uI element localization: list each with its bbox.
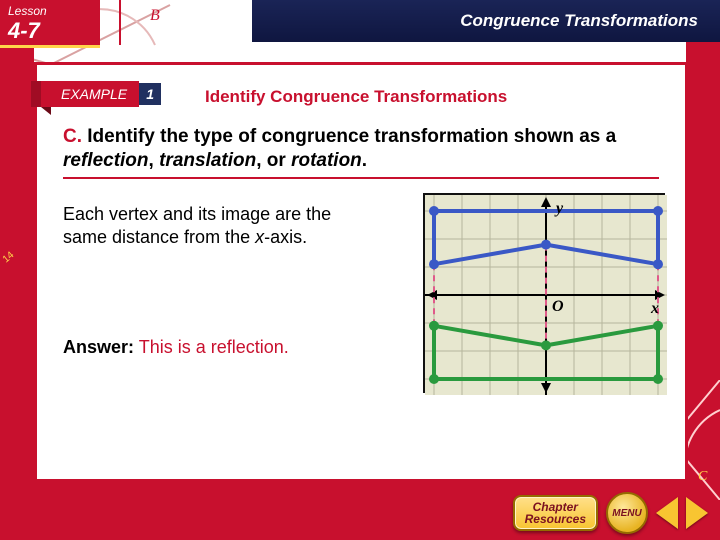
bg-b-label: B: [150, 7, 160, 24]
lesson-tab: Lesson 4-7: [0, 0, 100, 48]
prev-arrow-icon[interactable]: [656, 497, 678, 529]
chapter-resources-button[interactable]: Chapter Resources: [513, 495, 598, 531]
svg-text:x: x: [650, 300, 659, 317]
content-card: EXAMPLE 1 Identify Congruence Transforma…: [34, 62, 688, 482]
question-text: C. Identify the type of congruence trans…: [63, 125, 659, 179]
explanation-text: Each vertex and its image are the same d…: [63, 203, 373, 248]
example-label: EXAMPLE: [61, 86, 127, 102]
next-arrow-icon[interactable]: [686, 497, 708, 529]
svg-text:y: y: [554, 200, 564, 217]
example-badge: EXAMPLE 1: [31, 81, 139, 107]
question-prefix: C.: [63, 126, 82, 147]
svg-text:C: C: [698, 469, 708, 484]
lesson-label: Lesson: [8, 4, 92, 18]
topbar: Congruence Transformations: [252, 0, 720, 42]
bottom-nav: Chapter Resources MENU: [513, 492, 708, 534]
side-tick-14: 14: [1, 250, 17, 266]
card-heading: Identify Congruence Transformations: [205, 87, 507, 107]
answer-line: Answer: This is a reflection.: [63, 337, 289, 358]
menu-button[interactable]: MENU: [606, 492, 648, 534]
svg-text:O: O: [552, 298, 564, 315]
slide: B Congruence Transformations Lesson 4-7 …: [0, 0, 720, 540]
example-number: 1: [139, 83, 161, 105]
side-strip-left: 14: [0, 42, 34, 512]
answer-label: Answer:: [63, 337, 134, 357]
lesson-number: 4-7: [8, 18, 92, 44]
coordinate-graph: y x O: [423, 193, 665, 393]
answer-text: This is a reflection.: [139, 337, 289, 357]
topbar-title: Congruence Transformations: [460, 11, 698, 31]
